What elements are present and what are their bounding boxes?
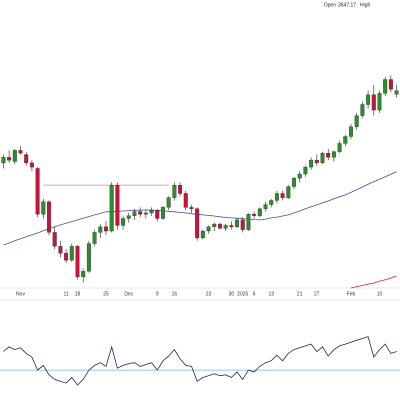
candle-body xyxy=(360,104,365,116)
candle-body xyxy=(235,219,240,227)
candle-body xyxy=(98,226,103,233)
candle-body xyxy=(286,186,291,198)
candle-body xyxy=(29,162,34,168)
candle-body xyxy=(269,200,274,205)
candle-body xyxy=(349,126,353,137)
candle-body xyxy=(41,201,46,215)
candle-body xyxy=(314,159,319,164)
candle-body xyxy=(200,230,205,239)
candle-body xyxy=(394,90,399,95)
candle-body xyxy=(81,271,86,278)
candle-body xyxy=(337,143,342,152)
candle-body xyxy=(24,154,29,164)
candle-body xyxy=(12,150,17,162)
x-tick-label: 21 xyxy=(297,291,303,297)
candle-body xyxy=(331,151,336,158)
candle-body xyxy=(320,153,325,164)
x-tick-label: Feb xyxy=(347,291,356,297)
candle-body xyxy=(109,184,114,232)
candle-body xyxy=(64,253,69,261)
candle-body xyxy=(138,211,143,215)
candle-body xyxy=(104,226,108,232)
candle-body xyxy=(35,168,40,215)
overlay-line xyxy=(3,171,397,246)
candle-body xyxy=(172,184,177,198)
candle-body xyxy=(246,214,251,230)
candle-body xyxy=(252,214,257,216)
candle-body xyxy=(309,159,314,168)
candle-body xyxy=(121,218,126,226)
x-tick-label: 23 xyxy=(206,291,212,297)
candle-body xyxy=(263,204,268,209)
x-tick-label: 10 xyxy=(377,291,383,297)
candle-body xyxy=(183,193,188,208)
x-tick-label: 16 xyxy=(172,291,178,297)
candle-body xyxy=(343,136,348,144)
candle-body xyxy=(166,197,171,208)
candle-body xyxy=(303,166,308,175)
x-tick-label: Dec xyxy=(124,291,133,297)
candle-body xyxy=(86,243,91,272)
candle-body xyxy=(223,225,228,229)
open-value: 3547.17 xyxy=(338,2,356,8)
x-tick-label: 18 xyxy=(75,291,81,297)
candle-body xyxy=(92,232,97,244)
candle-body xyxy=(7,157,12,161)
candle-body xyxy=(388,79,393,90)
candle-body xyxy=(189,207,194,209)
x-tick-label: Nov xyxy=(16,291,25,297)
x-tick-label: 30 xyxy=(229,291,235,297)
candle-body xyxy=(115,184,120,226)
candle-body xyxy=(195,208,200,239)
candle-body xyxy=(126,215,131,219)
candle-body xyxy=(178,184,183,194)
candle-body xyxy=(240,219,245,230)
candle-body xyxy=(58,246,63,254)
candle-body xyxy=(383,79,388,94)
x-tick-label: 6 xyxy=(253,291,256,297)
candle-body xyxy=(149,210,154,214)
candle-body xyxy=(229,225,234,227)
candle-body xyxy=(366,94,371,105)
x-tick-label: 2025 xyxy=(237,291,248,297)
candle-body xyxy=(206,226,211,232)
candle-body xyxy=(132,211,137,216)
candle-body xyxy=(371,94,376,111)
candle-body xyxy=(274,193,279,201)
x-tick-label: 9 xyxy=(156,291,159,297)
candle-body xyxy=(160,207,165,219)
candle-body xyxy=(280,193,285,198)
candle-body xyxy=(143,212,148,215)
candle-body xyxy=(1,157,6,164)
candle-body xyxy=(326,153,331,158)
candle-body xyxy=(354,115,359,127)
open-label: Open xyxy=(324,2,336,8)
high-label: High xyxy=(360,2,371,8)
candle-body xyxy=(212,223,217,227)
candle-body xyxy=(257,208,262,216)
candle-body xyxy=(75,246,80,278)
candle-body xyxy=(155,210,160,219)
candle-body xyxy=(292,178,296,187)
x-tick-label: 25 xyxy=(103,291,109,297)
candle-body xyxy=(52,232,57,247)
x-tick-label: 11 xyxy=(63,291,68,297)
indicator-line xyxy=(3,336,397,386)
candle-body xyxy=(47,201,51,233)
candle-body xyxy=(377,93,382,111)
candle-body xyxy=(69,246,74,261)
candle-body xyxy=(18,150,23,154)
candle-body xyxy=(217,223,222,229)
x-tick-label: 27 xyxy=(314,291,320,297)
x-tick-label: 13 xyxy=(268,291,274,297)
candle-body xyxy=(297,173,302,179)
overlay-line xyxy=(350,275,397,289)
